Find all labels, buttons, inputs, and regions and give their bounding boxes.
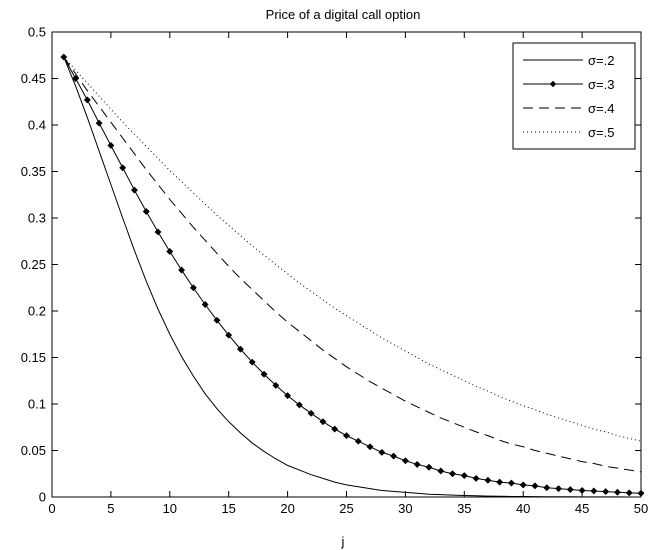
y-tick-label: 0.15 <box>21 350 46 365</box>
x-tick-label: 45 <box>575 501 589 516</box>
legend-label-2: σ=.3 <box>588 77 614 92</box>
series-2-point <box>319 418 327 426</box>
series-2-point <box>119 164 127 172</box>
series-2-point <box>354 437 362 445</box>
x-tick-label: 20 <box>280 501 294 516</box>
series-2-point <box>260 370 268 378</box>
series-2-point <box>602 488 610 496</box>
series-2-point <box>543 484 551 492</box>
series-2-point <box>531 482 539 490</box>
axis-ticks: 0 5 10 15 20 25 30 35 40 45 50 0 0.05 0.1 0.15 0.2 0.25 0… <box>21 25 649 517</box>
y-tick-label: 0.3 <box>28 211 46 226</box>
legend-marker-2 <box>549 80 557 88</box>
legend-label-1: σ=.2 <box>588 53 614 68</box>
series-2-point <box>578 486 586 495</box>
x-tick-label: 40 <box>516 501 530 516</box>
series-2-point <box>590 487 598 495</box>
x-tick-label: 30 <box>398 501 412 516</box>
y-tick-label: 0.05 <box>21 443 46 458</box>
series-2-point <box>437 467 445 475</box>
series-2-point <box>496 478 504 486</box>
series-layer <box>60 53 645 498</box>
chart-title: Price of a digital call option <box>266 7 421 22</box>
series-2-point <box>484 476 492 484</box>
series-2-point <box>284 392 292 400</box>
legend-label-4: σ=.5 <box>588 125 614 140</box>
series-2-point <box>189 284 197 292</box>
series-2-point <box>613 488 621 496</box>
y-tick-label: 0.1 <box>28 397 46 412</box>
series-2-point <box>425 463 433 471</box>
series-2-point <box>378 448 386 456</box>
series-2-point <box>331 425 339 433</box>
series-2-point <box>178 266 186 274</box>
series-2-point <box>342 432 351 440</box>
series-2-point <box>130 186 139 194</box>
series-2-point <box>295 401 303 409</box>
series-2-point <box>390 452 398 460</box>
series-2-point <box>366 443 374 451</box>
series-2-point <box>625 489 633 497</box>
series-2-point <box>460 472 468 480</box>
x-tick-label: 25 <box>339 501 353 516</box>
series-2-point <box>213 316 221 324</box>
series-2-point <box>307 409 315 417</box>
series-2-point <box>413 460 421 469</box>
series-2-point <box>248 358 256 366</box>
series-2-point <box>448 470 457 478</box>
series-2-point <box>472 474 480 482</box>
series-2-point <box>507 479 515 487</box>
series-2-point <box>637 489 645 497</box>
x-tick-label: 35 <box>457 501 471 516</box>
x-tick-label: 10 <box>163 501 177 516</box>
legend-label-3: σ=.4 <box>588 101 614 116</box>
series-2-point <box>554 485 563 493</box>
series-2-point <box>201 300 209 309</box>
x-axis-label: j <box>341 534 345 549</box>
y-tick-label: 0.5 <box>28 25 46 40</box>
x-tick-label: 5 <box>107 501 114 516</box>
series-2-point <box>95 119 103 127</box>
legend: σ=.2 σ=.3 σ=.4 σ=.5 <box>512 42 636 150</box>
series-line-1 <box>63 56 641 498</box>
series-2-point <box>566 486 574 494</box>
series-2-point <box>225 331 233 339</box>
series-line-3 <box>63 56 642 473</box>
series-2-point <box>83 96 91 104</box>
legend-box <box>512 42 636 150</box>
series-2-point <box>401 457 409 465</box>
y-tick-label: 0.45 <box>21 71 46 86</box>
x-tick-label: 50 <box>634 501 648 516</box>
series-2-point <box>236 345 245 353</box>
series-2-point <box>519 481 527 489</box>
y-tick-label: 0.25 <box>21 257 46 272</box>
series-2-point <box>107 141 115 150</box>
x-tick-label: 15 <box>221 501 235 516</box>
series-2-point <box>154 228 162 236</box>
y-tick-label: 0.2 <box>28 304 46 319</box>
y-tick-label: 0.4 <box>28 118 46 133</box>
series-2-point <box>272 381 280 389</box>
x-tick-label: 0 <box>48 501 55 516</box>
series-2-point <box>166 247 174 256</box>
y-tick-label: 0.35 <box>21 164 46 179</box>
y-tick-label: 0 <box>39 490 46 505</box>
series-2-point <box>142 207 150 216</box>
